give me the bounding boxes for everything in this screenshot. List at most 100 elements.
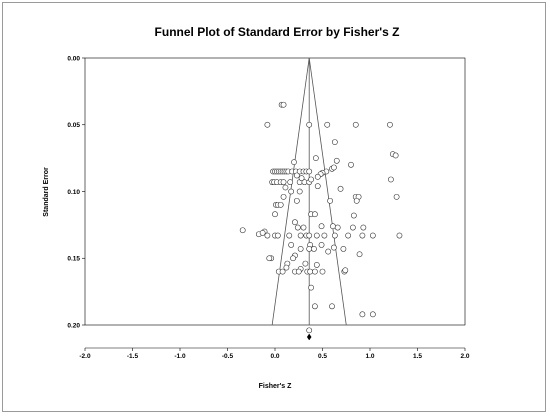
data-point	[296, 188, 303, 195]
data-point	[287, 179, 294, 186]
y-tick-label: 0.05	[67, 122, 80, 129]
data-point	[282, 184, 289, 191]
data-point	[387, 176, 394, 183]
data-point	[330, 244, 337, 251]
data-point	[259, 229, 266, 236]
data-point	[353, 197, 360, 204]
data-point	[314, 173, 321, 180]
y-tick-label: 0.15	[67, 256, 80, 263]
data-point	[324, 121, 331, 128]
data-point	[239, 227, 246, 234]
data-point	[295, 268, 302, 275]
data-point	[272, 211, 278, 218]
data-point	[387, 121, 393, 128]
data-point	[290, 255, 296, 262]
data-point	[307, 268, 314, 275]
data-point	[318, 223, 325, 230]
data-point	[288, 241, 295, 248]
data-point	[356, 251, 363, 258]
data-point	[348, 161, 354, 168]
data-point	[297, 246, 304, 252]
y-axis-label: Standard Error	[43, 167, 50, 217]
summary-diamond-marker	[306, 333, 312, 341]
data-point	[306, 232, 313, 239]
funnel-right-line	[308, 57, 347, 326]
data-point	[297, 232, 304, 239]
data-point	[298, 175, 305, 182]
y-tick-label: 0.00	[67, 55, 80, 62]
data-point	[293, 197, 300, 204]
x-tick-label: 2.0	[460, 353, 469, 360]
data-point	[359, 232, 366, 239]
data-point	[327, 197, 333, 204]
x-tick-label: 1.5	[413, 353, 422, 360]
y-tick-label: 0.20	[67, 322, 80, 329]
data-point	[392, 152, 399, 159]
data-points	[239, 101, 403, 341]
data-point	[393, 193, 400, 200]
data-point	[311, 211, 318, 218]
data-point	[333, 157, 340, 164]
x-tick-label: 0.5	[318, 353, 327, 360]
data-point	[311, 246, 317, 252]
x-tick-label: -1.5	[127, 353, 139, 360]
x-tick-label: 1.0	[365, 353, 374, 360]
data-point	[280, 101, 287, 108]
data-point	[352, 121, 359, 128]
data-point	[342, 267, 349, 274]
data-point	[279, 268, 286, 275]
data-point	[330, 223, 336, 230]
data-point	[306, 121, 313, 128]
data-point	[306, 246, 313, 252]
data-point	[277, 201, 284, 208]
x-tick-label: -2.0	[79, 353, 91, 360]
data-point	[264, 232, 271, 239]
x-axis-label: Fisher's Z	[259, 383, 293, 390]
data-point	[313, 262, 320, 268]
data-point	[359, 311, 366, 318]
data-point	[331, 139, 338, 146]
y-axis: 0.00 0.05 0.10 0.15 0.20	[67, 55, 85, 329]
data-point	[264, 121, 271, 128]
data-point	[312, 155, 319, 162]
data-point	[330, 164, 337, 171]
data-point	[334, 224, 341, 231]
data-point	[331, 232, 338, 239]
plot-area	[84, 57, 466, 326]
data-point	[349, 224, 356, 231]
x-axis: -2.0 -1.5 -1.0 -0.5 0.0 0.5 1.0 1.5 2.0	[79, 347, 470, 360]
data-point	[266, 255, 273, 262]
data-point	[308, 284, 314, 291]
data-point	[294, 224, 301, 231]
data-point	[360, 224, 367, 231]
data-point	[288, 188, 295, 195]
data-point	[308, 176, 314, 183]
chart-title: Funnel Plot of Standard Error by Fisher'…	[155, 25, 400, 39]
data-point	[293, 172, 300, 179]
data-point	[337, 185, 344, 192]
x-tick-label: -0.5	[222, 353, 234, 360]
data-point	[318, 241, 325, 248]
data-point	[292, 219, 298, 226]
data-point	[306, 327, 313, 334]
data-point	[306, 168, 313, 175]
data-point	[396, 232, 403, 239]
data-point	[314, 183, 321, 190]
data-point	[321, 232, 328, 239]
data-point	[350, 212, 357, 219]
data-point	[291, 159, 297, 166]
data-point	[345, 232, 352, 239]
data-point	[325, 248, 332, 255]
data-point	[280, 179, 287, 186]
data-point	[302, 260, 309, 267]
data-point	[313, 232, 320, 239]
x-tick-label: -1.0	[174, 353, 186, 360]
data-point	[340, 246, 347, 252]
data-point	[311, 303, 318, 310]
y-tick-label: 0.10	[67, 189, 80, 196]
x-tick-label: 0.0	[270, 353, 279, 360]
data-point	[280, 193, 287, 200]
data-point	[300, 224, 307, 231]
data-point	[369, 311, 376, 318]
